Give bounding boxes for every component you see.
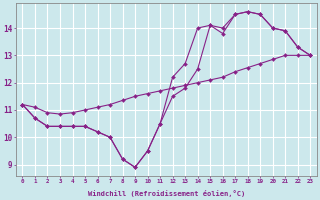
X-axis label: Windchill (Refroidissement éolien,°C): Windchill (Refroidissement éolien,°C): [88, 190, 245, 197]
